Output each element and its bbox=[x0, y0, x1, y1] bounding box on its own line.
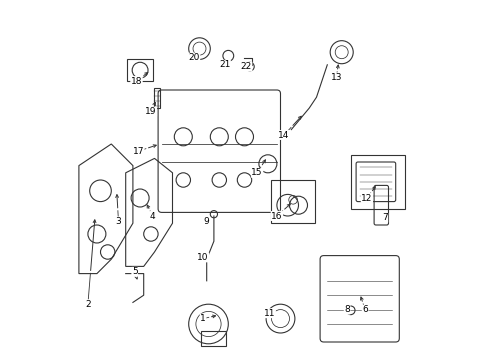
Text: 16: 16 bbox=[270, 212, 282, 220]
Circle shape bbox=[210, 128, 228, 146]
Text: 21: 21 bbox=[219, 60, 230, 69]
Circle shape bbox=[237, 173, 251, 187]
Text: 15: 15 bbox=[251, 168, 263, 177]
Text: 18: 18 bbox=[130, 77, 142, 86]
Bar bbox=[153, 88, 160, 108]
Text: 12: 12 bbox=[361, 194, 372, 202]
Circle shape bbox=[212, 173, 226, 187]
Circle shape bbox=[176, 173, 190, 187]
Text: 7: 7 bbox=[381, 213, 387, 222]
Text: 9: 9 bbox=[203, 217, 209, 226]
Text: 13: 13 bbox=[330, 73, 341, 82]
Text: 14: 14 bbox=[278, 131, 289, 140]
Text: 22: 22 bbox=[240, 62, 251, 71]
Circle shape bbox=[174, 128, 192, 146]
Text: 17: 17 bbox=[132, 147, 144, 156]
Text: 1: 1 bbox=[200, 314, 205, 323]
Circle shape bbox=[235, 128, 253, 146]
Text: 10: 10 bbox=[197, 253, 208, 262]
Bar bbox=[127, 59, 152, 81]
Text: 3: 3 bbox=[115, 217, 121, 226]
Text: 11: 11 bbox=[264, 309, 275, 318]
Text: 2: 2 bbox=[85, 300, 91, 309]
Bar bbox=[350, 155, 404, 209]
Text: 6: 6 bbox=[362, 305, 367, 314]
Text: 5: 5 bbox=[132, 267, 137, 276]
Text: 4: 4 bbox=[150, 212, 155, 220]
Text: 8: 8 bbox=[344, 305, 349, 314]
Text: 19: 19 bbox=[145, 107, 156, 116]
Bar bbox=[201, 331, 226, 346]
Bar bbox=[271, 180, 314, 223]
Text: 20: 20 bbox=[188, 53, 200, 62]
